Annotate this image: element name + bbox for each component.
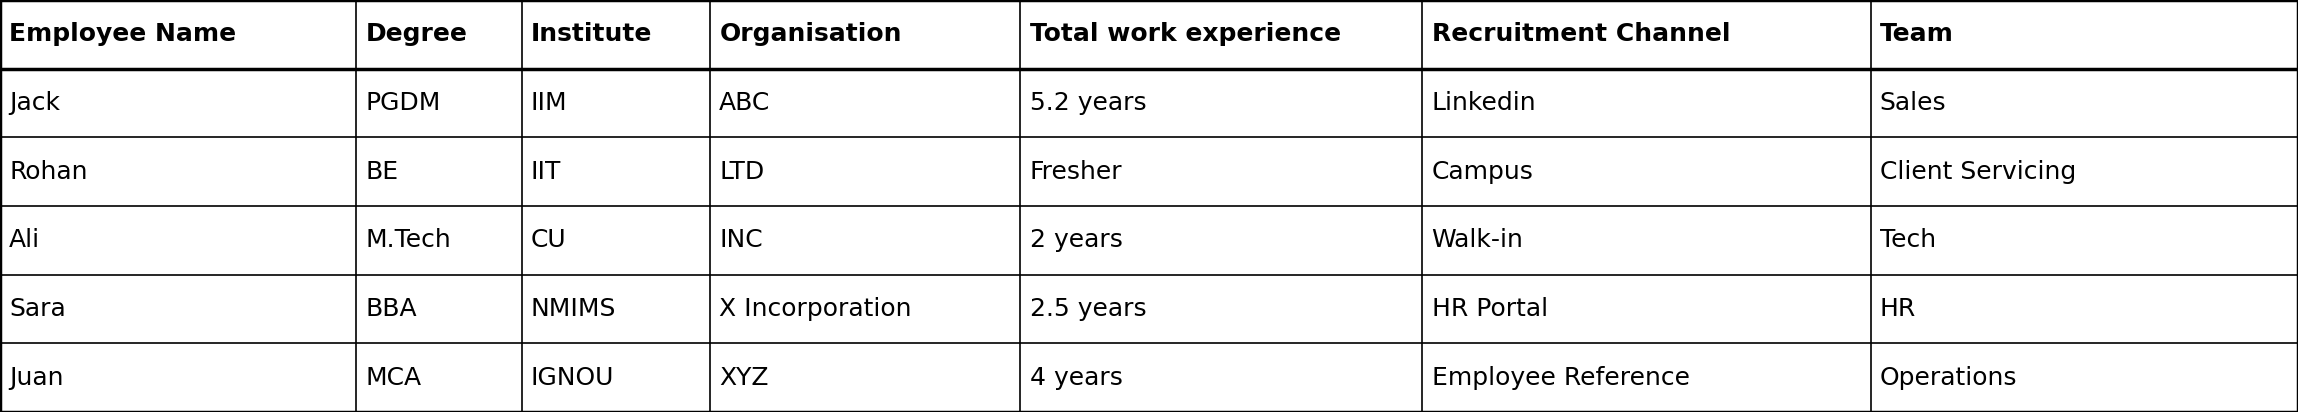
Text: Walk-in: Walk-in: [1432, 228, 1524, 252]
Bar: [1871, 0, 2298, 69]
Bar: [356, 275, 522, 343]
Bar: [1871, 137, 2298, 206]
Bar: [1020, 69, 1422, 137]
Text: Client Servicing: Client Servicing: [1880, 160, 2075, 184]
Bar: [356, 69, 522, 137]
Text: Degree: Degree: [365, 22, 466, 46]
Bar: [522, 69, 710, 137]
Text: IGNOU: IGNOU: [531, 366, 614, 390]
Text: Operations: Operations: [1880, 366, 2018, 390]
Bar: [0, 0, 356, 69]
Text: XYZ: XYZ: [719, 366, 770, 390]
Text: IIT: IIT: [531, 160, 561, 184]
Text: NMIMS: NMIMS: [531, 297, 616, 321]
Text: Sales: Sales: [1880, 91, 1946, 115]
Bar: [356, 206, 522, 275]
Bar: [1871, 206, 2298, 275]
Bar: [1020, 275, 1422, 343]
Text: ABC: ABC: [719, 91, 770, 115]
Text: 5.2 years: 5.2 years: [1030, 91, 1147, 115]
Text: Institute: Institute: [531, 22, 653, 46]
Text: 4 years: 4 years: [1030, 366, 1121, 390]
Text: BBA: BBA: [365, 297, 416, 321]
Bar: [522, 206, 710, 275]
Bar: [0, 275, 356, 343]
Bar: [0, 137, 356, 206]
Bar: [0, 69, 356, 137]
Text: Total work experience: Total work experience: [1030, 22, 1340, 46]
Bar: [710, 343, 1020, 412]
Bar: [1020, 206, 1422, 275]
Bar: [1422, 275, 1871, 343]
Text: IIM: IIM: [531, 91, 568, 115]
Bar: [1422, 137, 1871, 206]
Bar: [710, 206, 1020, 275]
Bar: [710, 0, 1020, 69]
Text: Fresher: Fresher: [1030, 160, 1121, 184]
Text: MCA: MCA: [365, 366, 421, 390]
Bar: [356, 0, 522, 69]
Bar: [1020, 343, 1422, 412]
Text: 2.5 years: 2.5 years: [1030, 297, 1147, 321]
Text: Sara: Sara: [9, 297, 67, 321]
Text: Employee Name: Employee Name: [9, 22, 237, 46]
Text: HR Portal: HR Portal: [1432, 297, 1549, 321]
Text: Linkedin: Linkedin: [1432, 91, 1537, 115]
Bar: [1871, 275, 2298, 343]
Text: BE: BE: [365, 160, 398, 184]
Text: 2 years: 2 years: [1030, 228, 1121, 252]
Text: LTD: LTD: [719, 160, 765, 184]
Text: Organisation: Organisation: [719, 22, 901, 46]
Text: PGDM: PGDM: [365, 91, 441, 115]
Bar: [1020, 137, 1422, 206]
Bar: [710, 137, 1020, 206]
Bar: [356, 343, 522, 412]
Text: Juan: Juan: [9, 366, 64, 390]
Bar: [1422, 343, 1871, 412]
Bar: [1422, 0, 1871, 69]
Text: Rohan: Rohan: [9, 160, 87, 184]
Bar: [710, 69, 1020, 137]
Bar: [1020, 0, 1422, 69]
Text: X Incorporation: X Incorporation: [719, 297, 912, 321]
Bar: [522, 343, 710, 412]
Bar: [1871, 69, 2298, 137]
Bar: [1422, 69, 1871, 137]
Text: HR: HR: [1880, 297, 1917, 321]
Text: Team: Team: [1880, 22, 1953, 46]
Bar: [1422, 206, 1871, 275]
Bar: [522, 0, 710, 69]
Text: Tech: Tech: [1880, 228, 1935, 252]
Bar: [1871, 343, 2298, 412]
Text: Campus: Campus: [1432, 160, 1533, 184]
Text: Jack: Jack: [9, 91, 60, 115]
Text: Ali: Ali: [9, 228, 41, 252]
Text: CU: CU: [531, 228, 568, 252]
Bar: [356, 137, 522, 206]
Bar: [710, 275, 1020, 343]
Bar: [522, 275, 710, 343]
Bar: [522, 137, 710, 206]
Text: M.Tech: M.Tech: [365, 228, 450, 252]
Text: INC: INC: [719, 228, 763, 252]
Text: Recruitment Channel: Recruitment Channel: [1432, 22, 1730, 46]
Text: Employee Reference: Employee Reference: [1432, 366, 1689, 390]
Bar: [0, 343, 356, 412]
Bar: [0, 206, 356, 275]
